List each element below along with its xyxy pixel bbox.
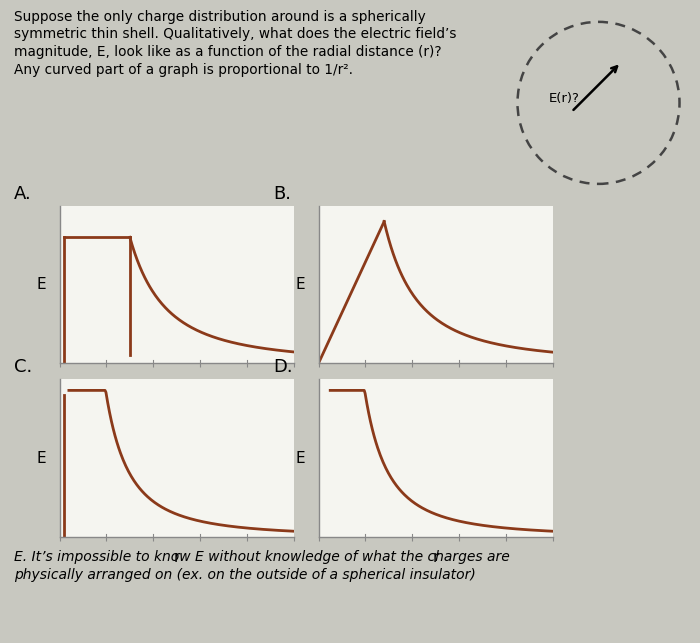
Text: D.: D. (273, 358, 293, 376)
Text: r: r (174, 550, 180, 565)
Text: E: E (36, 277, 46, 292)
Text: E. It’s impossible to know E without knowledge of what the charges are
physicall: E. It’s impossible to know E without kno… (14, 550, 510, 582)
Text: r: r (174, 377, 180, 392)
Text: E: E (295, 451, 304, 466)
Text: B.: B. (273, 185, 291, 203)
Text: E(r)?: E(r)? (549, 92, 580, 105)
Text: Suppose the only charge distribution around is a spherically
symmetric thin shel: Suppose the only charge distribution aro… (14, 10, 456, 77)
Text: r: r (433, 550, 439, 565)
Text: r: r (433, 377, 439, 392)
Text: C.: C. (14, 358, 32, 376)
Text: E: E (295, 277, 304, 292)
Text: E: E (36, 451, 46, 466)
Text: A.: A. (14, 185, 32, 203)
